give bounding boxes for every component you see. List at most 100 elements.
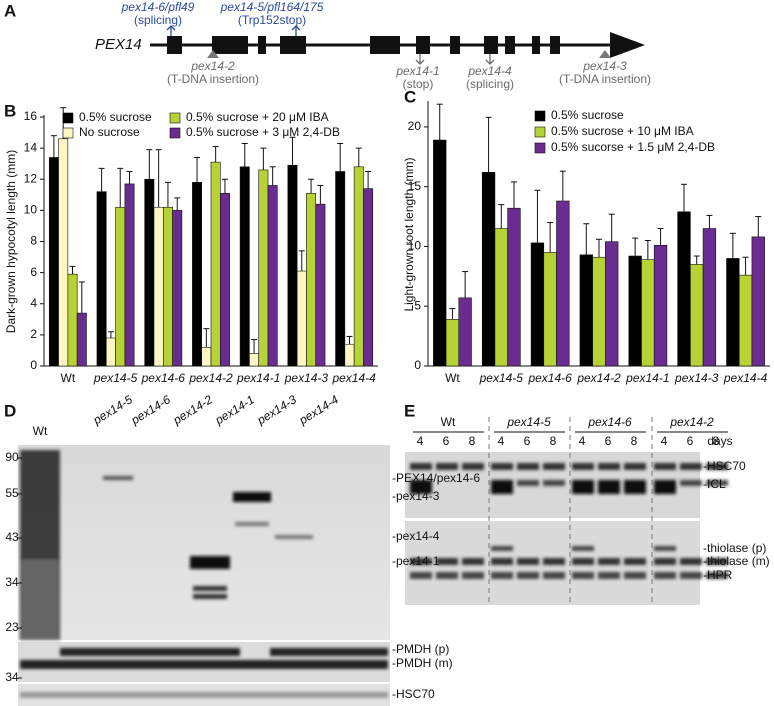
y-tick-label: 10 [408, 239, 422, 253]
bar [335, 171, 346, 367]
legend-label: No sucrose [79, 125, 140, 139]
band [543, 558, 565, 565]
bar [458, 297, 472, 367]
band [654, 480, 676, 494]
band [462, 572, 484, 579]
band [410, 572, 432, 579]
bar [530, 242, 545, 367]
bar [507, 207, 521, 367]
bar [363, 188, 374, 367]
band [706, 558, 728, 565]
y-axis-label: Dark-grown hypocotyl length (mm) [4, 150, 18, 333]
band-label: -PMDH (p) [392, 642, 449, 656]
bar [67, 273, 78, 367]
x-tick-label: pex14-6 [141, 371, 186, 385]
panel-letter: D [4, 401, 16, 420]
bar [172, 210, 183, 367]
legend-swatch [534, 126, 546, 138]
mw-marker: 55 [5, 486, 19, 500]
bar [677, 211, 691, 367]
allele-label: pex14-3 [582, 59, 627, 73]
day-label: 6 [443, 434, 450, 448]
band [572, 546, 594, 551]
bar [162, 206, 173, 367]
bar [153, 206, 164, 367]
legend-swatch [62, 127, 74, 139]
legend-swatch [169, 112, 181, 124]
lane-label: Wt [33, 424, 48, 438]
band-label: -HSC70 [392, 687, 435, 701]
band [543, 480, 565, 486]
y-tick-label: 16 [24, 109, 38, 123]
mw-marker: 34 [5, 670, 19, 684]
allele-arrows-below [415, 54, 495, 65]
band [680, 572, 702, 579]
legend-label: 0.5% sucrose + 3 μM 2,4-DB [186, 125, 340, 139]
band [491, 546, 513, 551]
bar [653, 244, 668, 367]
band-label: -pex14-3 [392, 489, 440, 503]
bar [144, 178, 155, 367]
bar [48, 157, 59, 367]
allele-note: (stop) [403, 77, 434, 91]
bar [58, 138, 69, 367]
bar [306, 192, 317, 367]
legend-label: 0.5% sucrose [551, 108, 624, 122]
x-tick-label: Wt [445, 371, 460, 385]
x-tick-label: Wt [61, 371, 76, 385]
exons [167, 36, 560, 54]
band [654, 572, 676, 579]
band-label: -thiolase (m) [703, 554, 770, 568]
bar [605, 241, 619, 367]
day-label: 4 [579, 434, 586, 448]
allele-label: pex14-6/pfl49 [121, 0, 195, 14]
y-tick-label: 6 [30, 265, 37, 279]
panel-letter: E [404, 401, 415, 420]
lane-label: pex14-6 [128, 392, 173, 428]
x-tick-label: pex14-2 [576, 371, 621, 385]
band [654, 558, 676, 565]
bar [726, 258, 740, 367]
band-label: -pex14-1 [392, 554, 440, 568]
allele-label: pex14-5/pfl164/175 [220, 0, 324, 14]
bar [344, 343, 355, 367]
band [680, 480, 702, 486]
band [491, 463, 513, 470]
bar [249, 353, 260, 367]
bar [239, 166, 250, 367]
y-tick-label: 2 [30, 327, 37, 341]
band [680, 558, 702, 565]
tdna-marker [207, 50, 219, 58]
x-tick-label: pex14-3 [674, 371, 719, 385]
lane-label: pex14-2 [170, 392, 215, 428]
x-tick-label: pex14-5 [479, 371, 524, 385]
band [572, 572, 594, 579]
day-label: 8 [469, 434, 476, 448]
gene-arrow [610, 32, 645, 58]
day-label: 4 [661, 434, 668, 448]
band-label: -thiolase (p) [703, 541, 766, 555]
band [462, 558, 484, 565]
x-tick-label: pex14-4 [331, 371, 376, 385]
group-label: pex14-6 [587, 415, 632, 429]
band [706, 463, 728, 470]
day-label: 6 [524, 434, 531, 448]
y-tick-label: 4 [30, 296, 37, 310]
band [706, 572, 728, 579]
lane-label: pex14-1 [212, 392, 257, 427]
x-tick-label: pex14-1 [625, 371, 669, 385]
day-label: 8 [550, 434, 557, 448]
allele-note: (T-DNA insertion) [559, 72, 651, 86]
mw-marker: 90 [5, 450, 19, 464]
bar [556, 200, 570, 367]
bar [115, 206, 126, 367]
band [654, 463, 676, 470]
band [624, 572, 646, 579]
band-label: -PMDH (m) [392, 656, 453, 670]
band [543, 463, 565, 470]
bar [481, 172, 496, 367]
lane-label: pex14-3 [254, 392, 299, 428]
bar [220, 192, 230, 367]
band [624, 558, 646, 565]
bar [267, 185, 278, 367]
